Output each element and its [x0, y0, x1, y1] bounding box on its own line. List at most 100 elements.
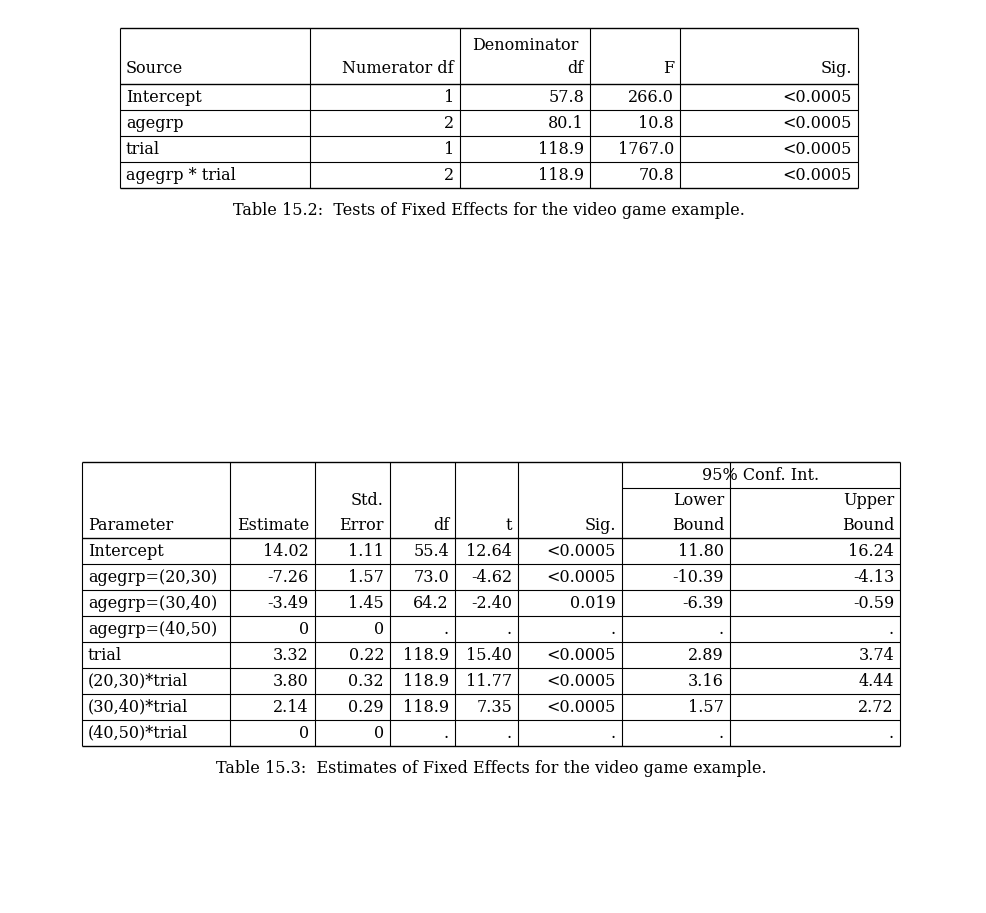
Text: 1767.0: 1767.0 [618, 141, 674, 158]
Text: Table 15.3:  Estimates of Fixed Effects for the video game example.: Table 15.3: Estimates of Fixed Effects f… [216, 760, 766, 776]
Text: Estimate: Estimate [237, 517, 309, 533]
Text: 0: 0 [374, 621, 384, 637]
Text: 3.74: 3.74 [858, 646, 894, 664]
Text: 0.019: 0.019 [570, 594, 616, 612]
Text: .: . [888, 725, 894, 741]
Text: 3.16: 3.16 [688, 673, 724, 689]
Text: 1.11: 1.11 [348, 542, 384, 560]
Text: 11.80: 11.80 [678, 542, 724, 560]
Text: <0.0005: <0.0005 [783, 89, 852, 106]
Text: 73.0: 73.0 [413, 569, 449, 585]
Text: <0.0005: <0.0005 [546, 542, 616, 560]
Text: 16.24: 16.24 [848, 542, 894, 560]
Text: 118.9: 118.9 [538, 166, 584, 184]
Text: 1: 1 [444, 141, 454, 158]
Text: Lower: Lower [672, 491, 724, 509]
Text: .: . [507, 621, 512, 637]
Text: 2: 2 [444, 166, 454, 184]
Text: 3.32: 3.32 [273, 646, 309, 664]
Text: df: df [568, 60, 584, 77]
Text: .: . [507, 725, 512, 741]
Text: 1.57: 1.57 [688, 698, 724, 716]
Text: 266.0: 266.0 [628, 89, 674, 106]
Text: <0.0005: <0.0005 [546, 569, 616, 585]
Text: <0.0005: <0.0005 [783, 141, 852, 158]
Text: agegrp: agegrp [126, 114, 183, 131]
Text: .: . [719, 725, 724, 741]
Text: <0.0005: <0.0005 [546, 646, 616, 664]
Text: <0.0005: <0.0005 [546, 698, 616, 716]
Text: 0: 0 [374, 725, 384, 741]
Text: df: df [433, 517, 449, 533]
Text: 2: 2 [444, 114, 454, 131]
Text: -6.39: -6.39 [682, 594, 724, 612]
Text: Sig.: Sig. [585, 517, 616, 533]
Text: -10.39: -10.39 [672, 569, 724, 585]
Text: Numerator df: Numerator df [342, 60, 454, 77]
Text: Table 15.2:  Tests of Fixed Effects for the video game example.: Table 15.2: Tests of Fixed Effects for t… [233, 202, 745, 218]
Text: 0.29: 0.29 [348, 698, 384, 716]
Text: (40,50)*trial: (40,50)*trial [88, 725, 188, 741]
Text: 55.4: 55.4 [413, 542, 449, 560]
Text: 12.64: 12.64 [466, 542, 512, 560]
Text: <0.0005: <0.0005 [783, 166, 852, 184]
Text: 1.57: 1.57 [348, 569, 384, 585]
Text: 64.2: 64.2 [413, 594, 449, 612]
Text: 10.8: 10.8 [638, 114, 674, 131]
Text: 0: 0 [299, 725, 309, 741]
Text: .: . [611, 725, 616, 741]
Text: 7.35: 7.35 [476, 698, 512, 716]
Text: .: . [444, 725, 449, 741]
Text: -4.13: -4.13 [853, 569, 894, 585]
Text: .: . [888, 621, 894, 637]
Text: 0.22: 0.22 [348, 646, 384, 664]
Text: 11.77: 11.77 [465, 673, 512, 689]
Text: 3.80: 3.80 [273, 673, 309, 689]
Text: 15.40: 15.40 [466, 646, 512, 664]
Text: Bound: Bound [671, 517, 724, 533]
Text: 118.9: 118.9 [538, 141, 584, 158]
Text: Upper: Upper [843, 491, 894, 509]
Text: Bound: Bound [842, 517, 894, 533]
Text: -3.49: -3.49 [268, 594, 309, 612]
Text: 0.32: 0.32 [348, 673, 384, 689]
Text: agegrp * trial: agegrp * trial [126, 166, 236, 184]
Text: .: . [611, 621, 616, 637]
Text: 1.45: 1.45 [348, 594, 384, 612]
Text: F: F [663, 60, 674, 77]
Text: 118.9: 118.9 [403, 698, 449, 716]
Text: -0.59: -0.59 [853, 594, 894, 612]
Text: agegrp=(40,50): agegrp=(40,50) [88, 621, 217, 637]
Text: 0: 0 [299, 621, 309, 637]
Text: (20,30)*trial: (20,30)*trial [88, 673, 188, 689]
Text: Denominator: Denominator [472, 37, 578, 55]
Text: <0.0005: <0.0005 [546, 673, 616, 689]
Text: Intercept: Intercept [126, 89, 202, 106]
Text: trial: trial [126, 141, 160, 158]
Text: 2.89: 2.89 [688, 646, 724, 664]
Text: (30,40)*trial: (30,40)*trial [88, 698, 188, 716]
Text: 4.44: 4.44 [859, 673, 894, 689]
Text: t: t [506, 517, 512, 533]
Text: 70.8: 70.8 [638, 166, 674, 184]
Text: .: . [719, 621, 724, 637]
Text: Source: Source [126, 60, 183, 77]
Text: 14.02: 14.02 [263, 542, 309, 560]
Text: .: . [444, 621, 449, 637]
Text: Intercept: Intercept [88, 542, 164, 560]
Text: <0.0005: <0.0005 [783, 114, 852, 131]
Text: Std.: Std. [351, 491, 384, 509]
Text: 95% Conf. Int.: 95% Conf. Int. [702, 467, 819, 484]
Text: Error: Error [339, 517, 384, 533]
Text: 2.14: 2.14 [273, 698, 309, 716]
Text: 57.8: 57.8 [548, 89, 584, 106]
Text: -4.62: -4.62 [471, 569, 512, 585]
Text: 80.1: 80.1 [548, 114, 584, 131]
Text: -2.40: -2.40 [471, 594, 512, 612]
Text: 118.9: 118.9 [403, 646, 449, 664]
Text: agegrp=(30,40): agegrp=(30,40) [88, 594, 217, 612]
Text: 118.9: 118.9 [403, 673, 449, 689]
Text: 1: 1 [444, 89, 454, 106]
Text: 2.72: 2.72 [859, 698, 894, 716]
Text: Parameter: Parameter [88, 517, 174, 533]
